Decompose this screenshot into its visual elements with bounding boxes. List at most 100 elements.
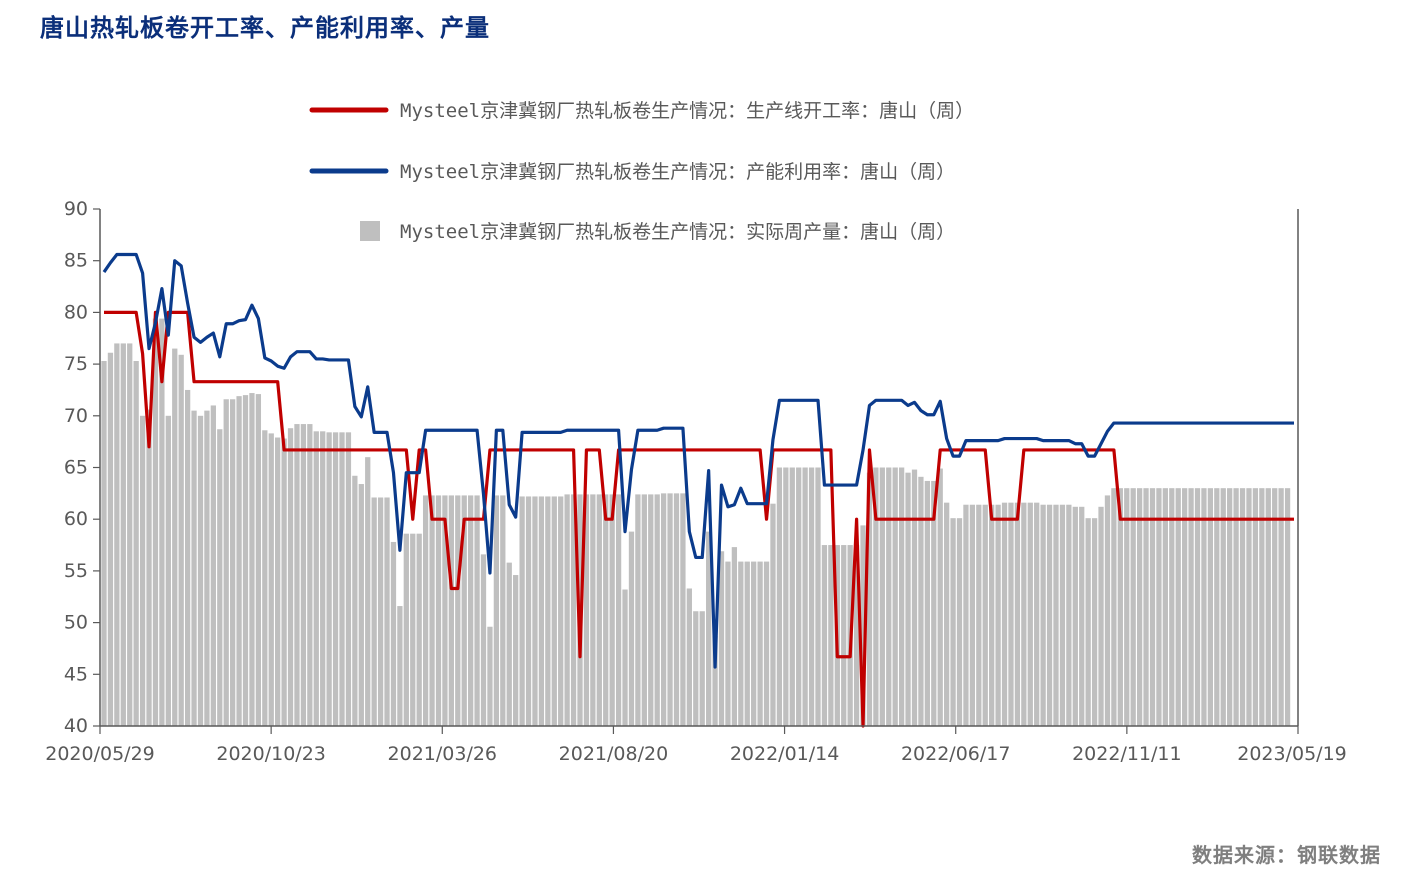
bar — [307, 424, 313, 726]
bar — [159, 318, 165, 726]
bar — [648, 494, 654, 726]
bar — [268, 433, 274, 726]
bar — [1130, 488, 1136, 726]
bar — [114, 343, 120, 726]
bar — [995, 504, 1001, 726]
bar — [506, 562, 512, 726]
legend-label: Mysteel京津冀钢厂热轧板卷生产情况：实际周产量：唐山（周） — [400, 221, 955, 243]
bar — [950, 518, 956, 726]
bar — [770, 503, 776, 726]
bar — [853, 545, 860, 726]
bar — [519, 496, 525, 726]
y-tick-label: 55 — [64, 560, 88, 582]
bar — [384, 497, 390, 726]
bar — [294, 424, 300, 726]
bar — [1034, 502, 1040, 726]
y-tick-label: 65 — [64, 457, 88, 479]
bar — [107, 352, 114, 726]
bar — [191, 410, 197, 726]
source-note: 数据来源：钢联数据 — [1192, 843, 1381, 867]
bar — [326, 432, 332, 726]
bar — [583, 494, 590, 726]
bar — [358, 484, 364, 726]
bar — [905, 472, 911, 726]
bar — [570, 494, 577, 726]
bar — [513, 575, 519, 726]
bar — [718, 551, 725, 726]
y-tick-label: 85 — [64, 250, 88, 272]
bar — [152, 318, 159, 726]
bar — [751, 561, 757, 726]
bar — [487, 626, 493, 726]
bar — [172, 348, 178, 726]
bar — [255, 394, 262, 726]
bar — [204, 410, 210, 726]
x-tick-label: 2023/05/19 — [1237, 743, 1347, 765]
bar — [763, 561, 770, 726]
bar — [1272, 488, 1278, 726]
bar — [416, 533, 422, 726]
bar — [403, 533, 409, 726]
bar — [1008, 502, 1014, 726]
bar — [783, 467, 789, 726]
series-line-capacity-utilization — [102, 252, 1294, 669]
bar — [101, 361, 107, 726]
bar — [545, 496, 551, 726]
bar — [532, 496, 538, 726]
bar — [352, 475, 358, 726]
bar — [725, 561, 731, 726]
x-tick-label: 2020/05/29 — [45, 743, 155, 765]
bar — [390, 541, 397, 726]
bar — [217, 429, 223, 726]
bar — [365, 457, 371, 726]
bar — [680, 493, 686, 726]
bar — [410, 533, 416, 726]
bar — [937, 468, 943, 726]
bar — [1214, 488, 1220, 726]
bar — [1053, 504, 1059, 726]
bar — [673, 493, 680, 726]
bar — [603, 494, 609, 726]
bar — [184, 389, 191, 726]
bar — [898, 467, 905, 726]
bar — [628, 531, 635, 726]
bar — [1117, 488, 1123, 726]
bar — [1091, 518, 1098, 726]
bar — [641, 494, 647, 726]
bar — [789, 467, 795, 726]
bar — [963, 504, 969, 726]
bar — [667, 493, 673, 726]
bar — [892, 467, 898, 726]
bar — [1175, 488, 1181, 726]
bar — [538, 496, 545, 726]
bar — [821, 545, 828, 726]
bar — [1188, 488, 1194, 726]
bar — [924, 480, 930, 726]
legend-swatch-bar — [360, 221, 380, 241]
bar — [500, 495, 506, 726]
bar — [879, 467, 885, 726]
bar — [178, 354, 184, 726]
bar — [873, 467, 879, 726]
bar — [1233, 488, 1239, 726]
bar — [1143, 488, 1149, 726]
bar — [615, 494, 622, 726]
bar — [564, 494, 570, 726]
line-series — [102, 252, 1294, 728]
bar — [345, 432, 352, 726]
bar — [706, 531, 712, 726]
bar — [1085, 518, 1091, 726]
bar — [448, 495, 454, 726]
y-tick-label: 90 — [64, 198, 88, 220]
bar — [1027, 502, 1033, 726]
bar — [558, 496, 564, 726]
bar — [551, 496, 557, 726]
bar — [944, 502, 950, 726]
bar — [1201, 488, 1207, 726]
bar-series — [101, 318, 1291, 726]
bar — [461, 495, 467, 726]
bar — [223, 399, 229, 726]
bar — [287, 428, 294, 726]
bar — [275, 437, 281, 726]
bar — [1059, 504, 1066, 726]
